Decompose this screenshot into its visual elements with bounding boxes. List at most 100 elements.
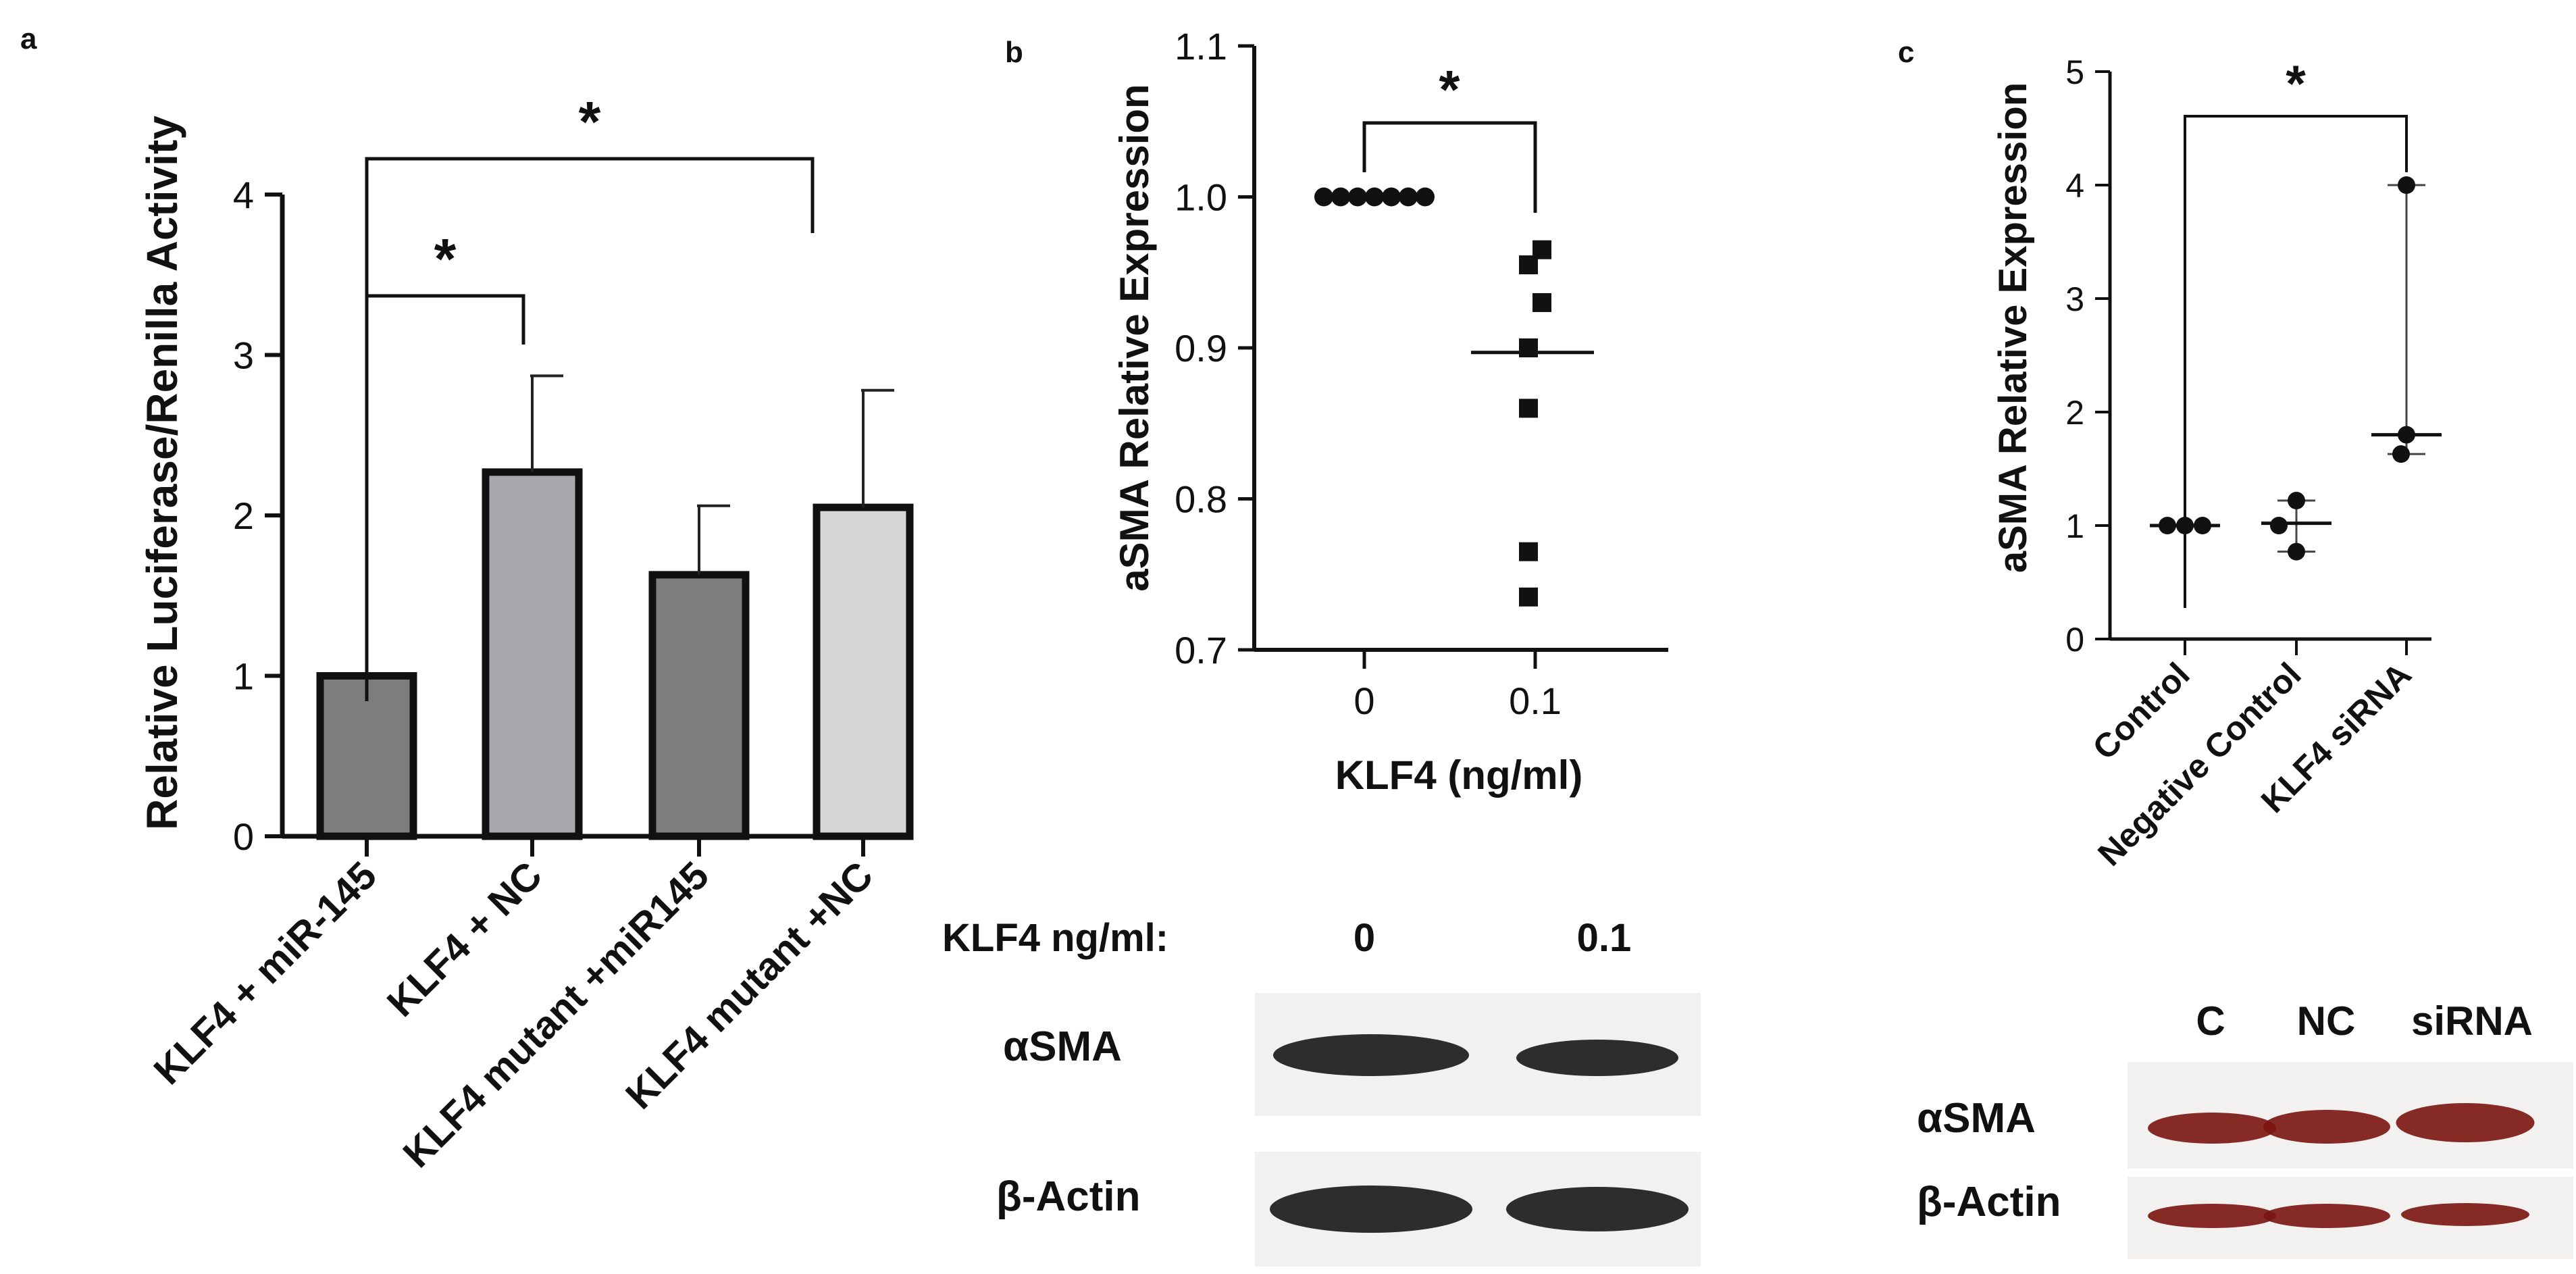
blot-c-row-label: αSMA [1917, 1095, 2036, 1142]
panel-a: a Relative Luciferase/Renilla Activity 0… [20, 22, 914, 1176]
significance-star: * [1439, 59, 1460, 120]
data-point [1348, 187, 1367, 207]
data-point [1365, 187, 1384, 207]
x-tick-label: Negative Control [2090, 655, 2308, 873]
panel-a-significance: ** [365, 90, 815, 701]
x-tick-label: Control [2086, 655, 2197, 767]
data-point [1399, 187, 1418, 207]
blot-c-bands [2148, 1103, 2535, 1228]
blot-b-lane-label: 0.1 [1577, 916, 1632, 960]
data-point [1331, 187, 1350, 207]
bar [648, 571, 750, 840]
y-tick-label: 0.7 [1175, 629, 1227, 671]
data-point [1382, 187, 1401, 207]
data-point [2398, 426, 2415, 444]
blot-band [2148, 1113, 2276, 1144]
x-tick-label: KLF4 + NC [379, 853, 550, 1025]
blot-b-row-label: β-Actin [996, 1173, 1141, 1220]
significance-bracket [2184, 115, 2408, 608]
blot-band [2263, 1204, 2390, 1228]
blot-band [2401, 1203, 2529, 1226]
blot-c-lane-label: C [2196, 998, 2225, 1044]
panel-c: c aSMA Relative Expression 0 1 2 3 4 5 * Cont… [1898, 36, 2442, 873]
data-point [1519, 587, 1538, 607]
y-tick-label: 0.8 [1175, 478, 1227, 521]
y-tick-label: 1.1 [1175, 25, 1227, 68]
y-tick-label: 4 [2065, 167, 2084, 205]
significance-bracket [365, 157, 815, 701]
data-point [2288, 492, 2305, 510]
blot-b-lane-label: 0 [1354, 916, 1375, 960]
panel-b-y-ticks: 0.7 0.8 0.9 1.0 1.1 [1175, 25, 1254, 671]
y-tick-label: 4 [233, 174, 254, 216]
y-tick-label: 3 [2065, 280, 2084, 318]
panel-b-x-ticks: 0 0.1 [1354, 650, 1562, 722]
significance-star: * [434, 227, 457, 290]
panel-b-ylabel: aSMA Relative Expression [1112, 84, 1157, 591]
significance-star: * [579, 90, 601, 153]
blot-b-header-label: KLF4 ng/ml: [942, 916, 1168, 960]
panel-b-letter: b [1005, 36, 1023, 69]
panel-b-significance: * [1362, 59, 1537, 213]
blot-b-bands [1270, 1034, 1689, 1233]
bar [813, 503, 914, 840]
significance-star: * [2286, 55, 2306, 113]
x-tick-label: KLF4 mutant +miR145 [394, 853, 717, 1176]
blot-c-row-label: β-Actin [1917, 1179, 2061, 1225]
y-tick-label: 5 [2065, 53, 2084, 91]
data-point [1519, 255, 1538, 275]
blot-band [2263, 1110, 2390, 1144]
x-tick-label: 0 [1354, 680, 1374, 722]
data-point [1314, 187, 1333, 207]
data-point [2194, 517, 2211, 534]
panel-a-y-ticks: 0 1 2 3 4 [233, 174, 282, 858]
panel-a-letter: a [20, 22, 37, 55]
y-tick-label: 2 [233, 494, 254, 537]
western-blot-b: KLF4 ng/ml: 0 0.1 αSMA β-Actin [942, 916, 1701, 1267]
x-tick-label: 0.1 [1509, 680, 1562, 722]
x-tick-label: KLF4 + miR-145 [145, 853, 385, 1093]
blot-b-row-label: αSMA [1003, 1023, 1122, 1070]
data-point [2288, 542, 2305, 561]
blot-band [1516, 1040, 1678, 1076]
blot-c-lane-label: siRNA [2411, 998, 2533, 1044]
blot-band [2148, 1204, 2276, 1228]
y-tick-label: 2 [2065, 394, 2084, 432]
blot-band [2396, 1103, 2535, 1142]
panel-b-points [1314, 187, 1594, 607]
panel-a-bars [316, 468, 914, 840]
y-tick-label: 0 [233, 815, 254, 858]
panel-a-error-bars [530, 374, 894, 575]
y-tick-label: 1 [2065, 507, 2084, 545]
data-point [2159, 517, 2176, 534]
data-point [2398, 176, 2415, 194]
data-point [1519, 542, 1538, 561]
panel-c-letter: c [1898, 36, 1914, 69]
blot-band [1506, 1187, 1689, 1231]
panel-c-ylabel: aSMA Relative Expression [1991, 82, 2035, 573]
panel-b-xlabel: KLF4 (ng/ml) [1335, 753, 1583, 798]
data-point [2392, 445, 2410, 463]
panel-c-significance: * [2184, 55, 2408, 608]
panel-b: b aSMA Relative Expression KLF4 (ng/ml) … [1005, 25, 1668, 798]
data-point [1416, 187, 1435, 207]
significance-bracket [1362, 121, 1537, 213]
panel-c-y-ticks: 0 1 2 3 4 5 [2065, 53, 2110, 659]
panel-a-ylabel: Relative Luciferase/Renilla Activity [138, 116, 186, 830]
panel-c-points [2150, 176, 2442, 561]
y-tick-label: 1 [233, 655, 254, 698]
y-tick-label: 1.0 [1175, 176, 1227, 219]
blot-band [1273, 1034, 1469, 1076]
western-blot-c: C NC siRNA αSMA β-Actin [1917, 998, 2573, 1259]
y-tick-label: 3 [233, 334, 254, 377]
data-point [2270, 517, 2288, 534]
bar [482, 468, 583, 840]
data-point [1519, 399, 1538, 418]
y-tick-label: 0 [2065, 621, 2084, 659]
data-point [1519, 338, 1538, 357]
blot-c-lane-label: NC [2297, 998, 2356, 1044]
y-tick-label: 0.9 [1175, 327, 1227, 370]
